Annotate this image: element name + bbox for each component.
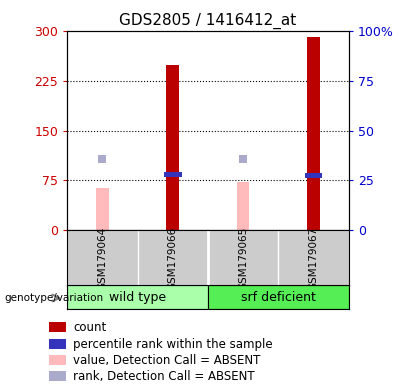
- Text: GSM179064: GSM179064: [97, 227, 108, 290]
- Text: GSM179066: GSM179066: [168, 227, 178, 290]
- Bar: [164, 172, 181, 177]
- Text: value, Detection Call = ABSENT: value, Detection Call = ABSENT: [74, 354, 261, 367]
- Text: rank, Detection Call = ABSENT: rank, Detection Call = ABSENT: [74, 370, 255, 383]
- Text: genotype/variation: genotype/variation: [4, 293, 103, 303]
- Bar: [67, 285, 208, 309]
- Text: GSM179065: GSM179065: [238, 227, 248, 290]
- Title: GDS2805 / 1416412_at: GDS2805 / 1416412_at: [119, 13, 297, 29]
- Bar: [237, 182, 249, 230]
- Bar: [166, 65, 179, 230]
- Bar: [304, 173, 322, 179]
- Bar: [96, 189, 109, 230]
- Bar: [50, 322, 66, 332]
- Bar: [307, 37, 320, 230]
- Text: srf deficient: srf deficient: [241, 291, 316, 304]
- Bar: [208, 285, 349, 309]
- Text: percentile rank within the sample: percentile rank within the sample: [74, 338, 273, 351]
- Text: wild type: wild type: [109, 291, 166, 304]
- Bar: [50, 355, 66, 365]
- Bar: [50, 371, 66, 381]
- Text: count: count: [74, 321, 107, 334]
- Bar: [50, 339, 66, 349]
- Text: GSM179067: GSM179067: [308, 227, 318, 290]
